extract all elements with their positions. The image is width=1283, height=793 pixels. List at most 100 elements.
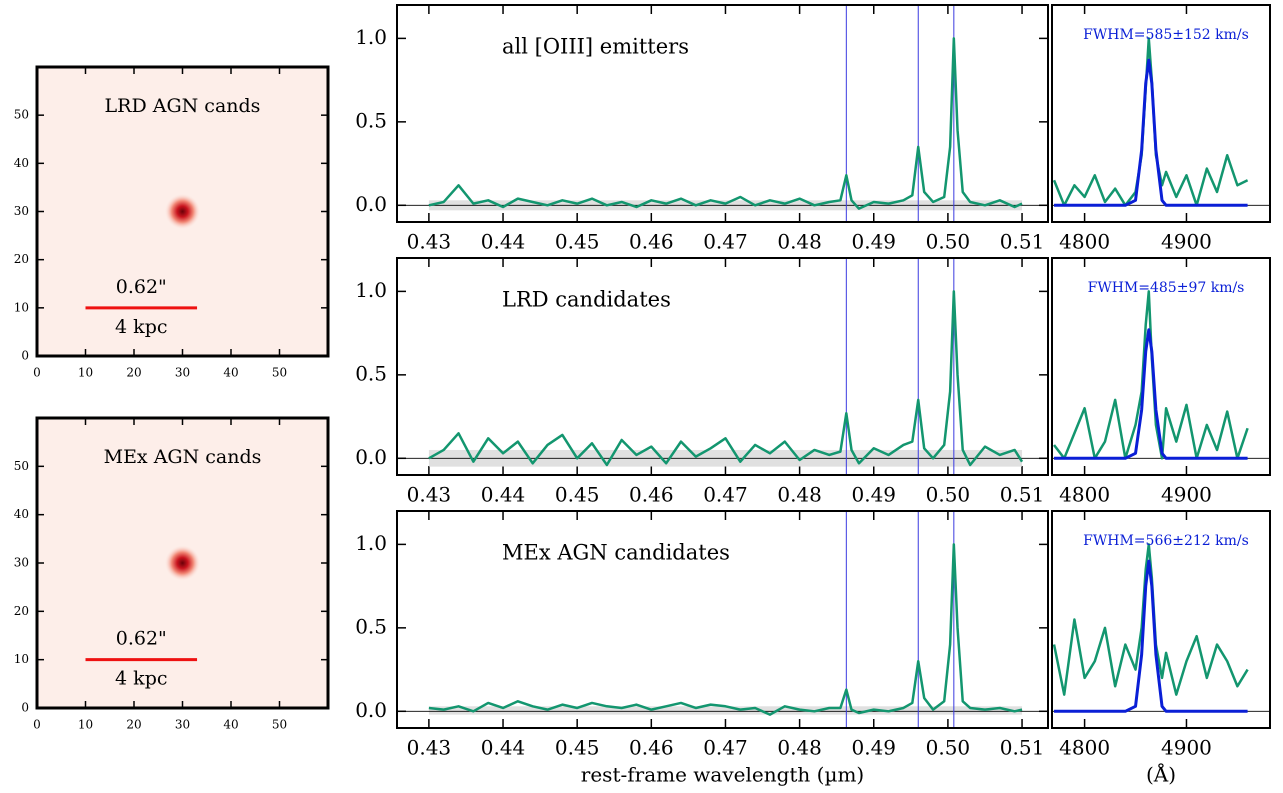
x-tick-label: 0.47 bbox=[703, 736, 748, 760]
x-tick-label: 0.43 bbox=[407, 736, 452, 760]
scale-label: 4 kpc bbox=[115, 316, 167, 338]
x-tick-label: 4800 bbox=[1059, 230, 1110, 254]
y-tick-label: 10 bbox=[14, 300, 29, 314]
y-tick-label: 1.0 bbox=[355, 25, 387, 49]
x-tick-label: 50 bbox=[272, 366, 287, 380]
x-tick-label: 0.50 bbox=[926, 736, 971, 760]
x-tick-label: 4900 bbox=[1161, 230, 1212, 254]
x-tick-label: 0.51 bbox=[1000, 230, 1045, 254]
x-tick-label: 0.50 bbox=[926, 230, 971, 254]
x-tick-label: 0.43 bbox=[407, 483, 452, 507]
x-tick-label: 0.46 bbox=[629, 736, 674, 760]
x-tick-label: 40 bbox=[223, 366, 238, 380]
panel-title: LRD candidates bbox=[502, 288, 671, 312]
x-tick-label: 4800 bbox=[1059, 736, 1110, 760]
y-tick-label: 40 bbox=[14, 507, 29, 521]
x-tick-label: 0.50 bbox=[926, 483, 971, 507]
x-tick-label: 0.48 bbox=[777, 230, 822, 254]
fwhm-annotation: FWHM=585±152 km/s bbox=[1083, 27, 1249, 43]
x-tick-label: 0.51 bbox=[1000, 736, 1045, 760]
data-line bbox=[1054, 328, 1248, 460]
x-tick-label: 0.45 bbox=[555, 230, 600, 254]
frame bbox=[1051, 510, 1271, 729]
x-tick-label: 20 bbox=[126, 366, 141, 380]
frame bbox=[396, 4, 1049, 223]
x-tick-label: 0.48 bbox=[777, 483, 822, 507]
x-tick-label: 0.48 bbox=[777, 736, 822, 760]
x-tick-label: 0.49 bbox=[851, 483, 896, 507]
x-tick-label: 0.49 bbox=[851, 230, 896, 254]
y-tick-label: 1.0 bbox=[355, 278, 387, 302]
x-axis-label: (Å) bbox=[1146, 762, 1176, 787]
data-line bbox=[428, 290, 1024, 467]
y-tick-label: 40 bbox=[14, 156, 29, 170]
x-tick-label: 4900 bbox=[1161, 483, 1212, 507]
panel-title: MEx AGN cands bbox=[104, 446, 262, 468]
x-tick-label: 50 bbox=[272, 718, 287, 732]
y-tick-label: 20 bbox=[14, 252, 29, 266]
fwhm-annotation: FWHM=485±97 km/s bbox=[1088, 280, 1245, 296]
x-tick-label: 0.51 bbox=[1000, 483, 1045, 507]
x-tick-label: 0.47 bbox=[703, 483, 748, 507]
x-tick-label: 0.47 bbox=[703, 230, 748, 254]
x-tick-label: 0.45 bbox=[555, 483, 600, 507]
y-tick-label: 0.5 bbox=[355, 614, 387, 638]
x-tick-label: 0.45 bbox=[555, 736, 600, 760]
panel-title: all [OIII] emitters bbox=[502, 35, 689, 59]
y-tick-label: 50 bbox=[14, 459, 29, 473]
y-tick-label: 1.0 bbox=[355, 531, 387, 555]
data-line bbox=[1053, 290, 1249, 460]
data-line bbox=[428, 37, 1023, 210]
x-tick-label: 0.43 bbox=[407, 230, 452, 254]
frame bbox=[35, 416, 330, 710]
y-tick-label: 50 bbox=[14, 108, 29, 122]
data-line bbox=[1054, 58, 1248, 207]
scale-label: 4 kpc bbox=[115, 668, 167, 690]
y-tick-label: 0.0 bbox=[355, 698, 387, 722]
error-band bbox=[428, 706, 1023, 715]
frame bbox=[396, 510, 1049, 729]
data-line bbox=[1052, 543, 1249, 696]
y-tick-label: 0 bbox=[21, 701, 29, 715]
x-tick-label: 30 bbox=[175, 366, 190, 380]
y-tick-label: 30 bbox=[14, 204, 29, 218]
y-tick-label: 0.0 bbox=[355, 192, 387, 216]
x-tick-label: 0 bbox=[33, 366, 41, 380]
frame bbox=[1051, 257, 1271, 476]
y-tick-label: 0.5 bbox=[355, 108, 387, 132]
panel-title: MEx AGN candidates bbox=[502, 541, 730, 565]
x-tick-label: 0.44 bbox=[481, 483, 526, 507]
y-tick-label: 0 bbox=[21, 349, 29, 363]
x-tick-label: 0.44 bbox=[481, 230, 526, 254]
x-tick-label: 10 bbox=[78, 718, 93, 732]
panel-title: LRD AGN cands bbox=[105, 95, 261, 117]
frame bbox=[1051, 4, 1271, 223]
source bbox=[164, 545, 201, 581]
x-tick-label: 10 bbox=[78, 366, 93, 380]
frame bbox=[396, 257, 1049, 476]
x-tick-label: 0.44 bbox=[481, 736, 526, 760]
x-tick-label: 20 bbox=[126, 718, 141, 732]
data-line bbox=[1054, 559, 1248, 713]
x-tick-label: 4800 bbox=[1059, 483, 1110, 507]
data-line bbox=[428, 543, 1023, 716]
x-tick-label: 4900 bbox=[1161, 736, 1212, 760]
y-tick-label: 20 bbox=[14, 604, 29, 618]
scale-label: 0.62" bbox=[116, 276, 167, 298]
y-tick-label: 0.5 bbox=[355, 361, 387, 385]
x-tick-label: 0.49 bbox=[851, 736, 896, 760]
frame bbox=[35, 65, 330, 358]
source bbox=[164, 193, 201, 230]
x-tick-label: 0.46 bbox=[629, 483, 674, 507]
fwhm-annotation: FWHM=566±212 km/s bbox=[1083, 533, 1249, 549]
x-tick-label: 0.46 bbox=[629, 230, 674, 254]
x-tick-label: 0 bbox=[33, 718, 41, 732]
y-tick-label: 30 bbox=[14, 556, 29, 570]
x-axis-label: rest-frame wavelength (µm) bbox=[581, 763, 864, 787]
y-tick-label: 0.0 bbox=[355, 445, 387, 469]
data-line bbox=[1052, 37, 1249, 207]
scale-label: 0.62" bbox=[116, 628, 167, 650]
y-tick-label: 10 bbox=[14, 652, 29, 666]
